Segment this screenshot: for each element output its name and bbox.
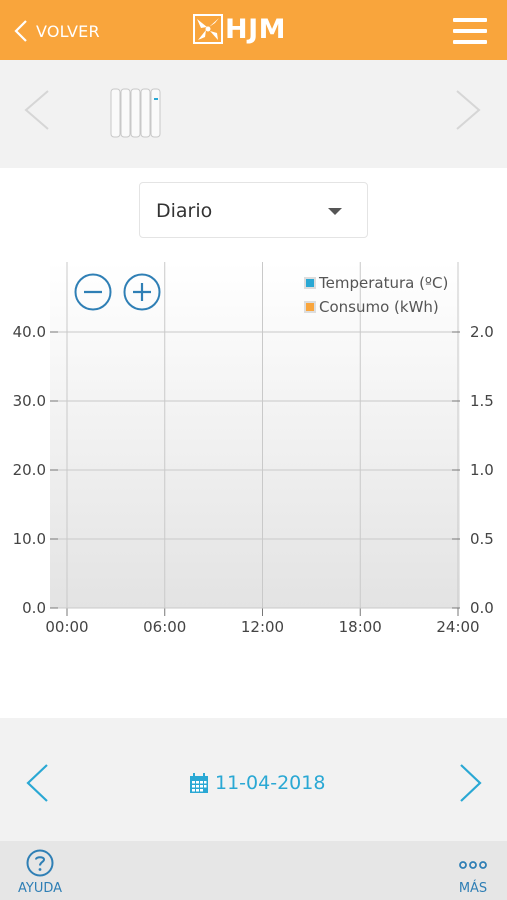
legend-label-consumption: Consumo (kWh) xyxy=(319,298,439,316)
top-bar: VOLVER HJM xyxy=(0,0,507,60)
calendar-icon xyxy=(190,772,208,793)
radiator-icon[interactable] xyxy=(108,86,166,140)
back-button[interactable]: VOLVER xyxy=(14,18,100,44)
x-tick-label: 12:00 xyxy=(241,618,284,636)
legend-swatch-temperature xyxy=(304,277,316,289)
y-left-tick-label: 40.0 xyxy=(13,323,46,341)
grid-lines xyxy=(50,262,460,616)
brand-logo: HJM xyxy=(193,13,291,45)
date-navigation-bar xyxy=(0,718,507,841)
y-left-tick-label: 0.0 xyxy=(22,599,46,617)
zoom-out-button[interactable] xyxy=(74,273,112,311)
y-right-tick-label: 1.0 xyxy=(470,461,494,479)
consumption-chart: 00:00 06:00 12:00 18:00 24:000.0 0.010.0 0.520… xyxy=(13,262,494,636)
legend-item-temperature[interactable]: Temperatura (ºC) xyxy=(304,271,448,295)
y-left-tick-label: 10.0 xyxy=(13,530,46,548)
x-tick-label: 24:00 xyxy=(436,618,479,636)
more-label: MÁS xyxy=(458,881,488,896)
y-right-tick-label: 2.0 xyxy=(470,323,494,341)
tick-labels: 00:00 06:00 12:00 18:00 24:000.0 0.010.0 0.520… xyxy=(13,323,494,636)
legend-label-temperature: Temperatura (ºC) xyxy=(319,274,449,292)
x-tick-label: 18:00 xyxy=(339,618,382,636)
logo-text: HJM xyxy=(225,13,287,45)
y-left-tick-label: 20.0 xyxy=(13,461,46,479)
current-date: 11-04-2018 xyxy=(215,772,326,794)
period-select-value: Diario xyxy=(156,200,213,222)
plus-circle-icon xyxy=(123,273,161,311)
minus-circle-icon xyxy=(74,273,112,311)
bottom-bar xyxy=(0,841,507,900)
chart-legend: Temperatura (ºC) Consumo (kWh) xyxy=(304,271,448,319)
menu-icon[interactable] xyxy=(453,18,487,44)
date-picker[interactable]: 11-04-2018 xyxy=(189,768,325,798)
x-tick-label: 00:00 xyxy=(45,618,88,636)
y-left-tick-label: 30.0 xyxy=(13,392,46,410)
logo-emblem-icon xyxy=(193,14,223,44)
period-select[interactable]: Diario xyxy=(139,182,368,238)
x-tick-label: 06:00 xyxy=(143,618,186,636)
legend-swatch-consumption xyxy=(304,301,316,313)
chevron-left-icon xyxy=(14,20,27,42)
date-next-arrow-icon[interactable] xyxy=(458,762,484,804)
zoom-in-button[interactable] xyxy=(123,273,161,311)
y-right-tick-label: 0.5 xyxy=(470,530,494,548)
help-label: AYUDA xyxy=(18,881,63,896)
help-tab[interactable]: AYUDA xyxy=(18,849,62,896)
device-prev-arrow-icon[interactable] xyxy=(22,88,52,132)
legend-item-consumption[interactable]: Consumo (kWh) xyxy=(304,295,448,319)
caret-down-icon xyxy=(328,208,342,215)
device-next-arrow-icon[interactable] xyxy=(453,88,483,132)
y-right-tick-label: 1.5 xyxy=(470,392,494,410)
more-dots-icon xyxy=(459,861,487,869)
help-circle-icon xyxy=(26,849,54,877)
more-tab[interactable]: MÁS xyxy=(458,849,488,896)
back-label: VOLVER xyxy=(36,21,100,41)
device-selector-bar xyxy=(0,60,507,168)
date-prev-arrow-icon[interactable] xyxy=(24,762,50,804)
plot-area xyxy=(50,262,460,608)
y-right-tick-label: 0.0 xyxy=(470,599,494,617)
